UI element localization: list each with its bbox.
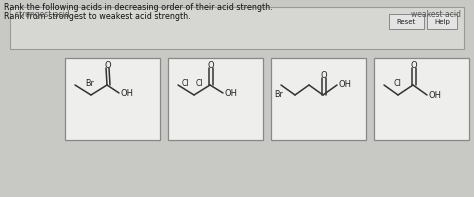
Text: O: O bbox=[410, 60, 417, 70]
Text: O: O bbox=[104, 60, 111, 70]
FancyBboxPatch shape bbox=[271, 58, 366, 140]
Text: OH: OH bbox=[338, 80, 352, 88]
FancyBboxPatch shape bbox=[427, 14, 457, 29]
FancyBboxPatch shape bbox=[374, 58, 469, 140]
Text: OH: OH bbox=[428, 90, 441, 99]
Text: O: O bbox=[208, 60, 214, 70]
FancyBboxPatch shape bbox=[168, 58, 263, 140]
Text: Reset: Reset bbox=[397, 19, 416, 24]
FancyBboxPatch shape bbox=[389, 14, 424, 29]
Text: O: O bbox=[321, 71, 328, 80]
Text: Br: Br bbox=[274, 89, 283, 98]
Text: Cl: Cl bbox=[181, 78, 189, 87]
Text: Rank the following acids in decreasing order of their acid strength.: Rank the following acids in decreasing o… bbox=[4, 3, 273, 12]
Text: OH: OH bbox=[120, 88, 134, 98]
Text: Rank from strongest to weakest acid strength.: Rank from strongest to weakest acid stre… bbox=[4, 12, 191, 21]
Text: strongest acid: strongest acid bbox=[15, 10, 70, 19]
Text: OH: OH bbox=[225, 88, 237, 98]
Text: Cl: Cl bbox=[195, 78, 203, 87]
FancyBboxPatch shape bbox=[65, 58, 160, 140]
Text: Cl: Cl bbox=[393, 78, 401, 87]
Text: Br: Br bbox=[86, 78, 94, 87]
Text: weakest acid: weakest acid bbox=[411, 10, 461, 19]
Text: Help: Help bbox=[434, 19, 450, 24]
FancyBboxPatch shape bbox=[10, 7, 464, 49]
